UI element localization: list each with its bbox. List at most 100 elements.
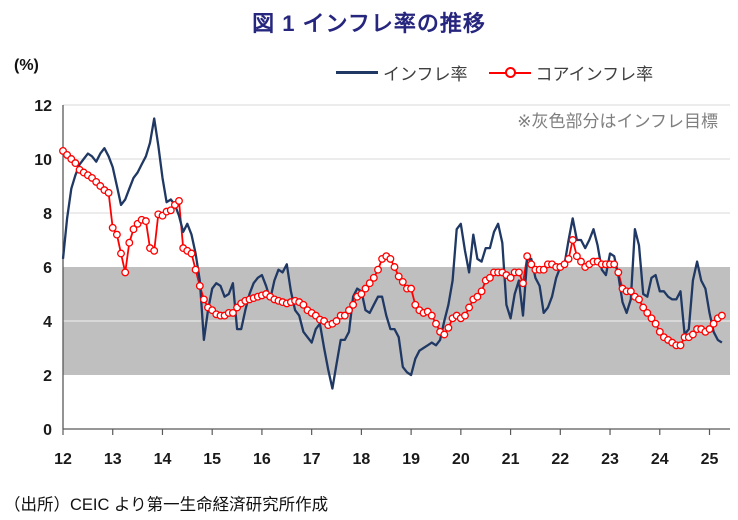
core-inflation-marker [175, 196, 183, 205]
x-axis-tick-label: 14 [154, 451, 172, 468]
core-inflation-marker [349, 300, 358, 309]
x-axis-tick-label: 24 [651, 451, 669, 468]
x-axis-tick-label: 22 [551, 451, 569, 468]
core-inflation-marker [125, 238, 134, 247]
core-inflation-marker [361, 284, 370, 293]
legend-label-inflation: インフレ率 [383, 64, 468, 84]
core-inflation-marker [407, 284, 416, 293]
core-inflation-marker [651, 319, 660, 328]
core-inflation-marker [345, 306, 353, 315]
core-inflation-marker [568, 236, 577, 244]
x-axis-tick-label: 23 [601, 451, 619, 468]
core-inflation-marker [560, 260, 569, 269]
source-note: （出所）CEIC より第一生命経済研究所作成 [4, 496, 329, 514]
core-inflation-marker [390, 263, 399, 271]
core-inflation-marker [427, 311, 436, 320]
core-inflation-marker [398, 277, 407, 286]
y-axis-tick-label: 6 [43, 260, 52, 277]
core-inflation-marker [357, 290, 366, 298]
y-axis-tick-label: 12 [34, 98, 52, 115]
legend-item-inflation: インフレ率 [336, 60, 468, 85]
core-inflation-marker [411, 300, 420, 309]
core-inflation-marker [506, 273, 515, 282]
core-inflation-marker [166, 206, 175, 215]
core-inflation-marker [195, 281, 204, 290]
core-inflation-marker [112, 230, 121, 239]
core-inflation-marker [199, 295, 208, 304]
core-inflation-marker [440, 330, 449, 339]
x-axis-tick-label: 21 [502, 451, 520, 468]
x-axis-tick-label: 19 [402, 451, 420, 468]
core-inflation-marker [647, 314, 656, 323]
y-axis-tick-label: 8 [43, 206, 52, 223]
y-axis-tick-label: 4 [43, 314, 52, 331]
y-axis-tick-label: 0 [43, 422, 52, 439]
core-inflation-marker [572, 252, 581, 261]
core-inflation-marker [228, 308, 237, 317]
core-inflation-marker [514, 268, 523, 277]
chart-legend: インフレ率 コアインフレ率 [336, 60, 653, 84]
x-axis-tick-label: 13 [104, 451, 122, 468]
core-inflation-marker [141, 217, 150, 226]
core-inflation-marker [432, 319, 440, 328]
core-inflation-marker [527, 260, 536, 269]
core-inflation-marker [473, 292, 482, 301]
core-inflation-marker [386, 254, 395, 263]
core-inflation-marker [539, 265, 548, 274]
core-inflation-marker [444, 323, 453, 332]
x-axis-tick-label: 20 [452, 451, 470, 468]
core-inflation-line-swatch-icon [488, 65, 531, 79]
core-inflation-marker [394, 272, 403, 281]
legend-item-core-inflation: コアインフレ率 [488, 60, 654, 85]
core-inflation-marker [150, 246, 159, 255]
core-inflation-marker [709, 319, 718, 328]
chart-title: 図 1 インフレ率の推移 [252, 11, 486, 36]
core-inflation-marker [643, 308, 652, 317]
core-inflation-marker [688, 330, 697, 339]
legend-label-core-inflation: コアインフレ率 [535, 64, 654, 84]
core-inflation-marker [610, 260, 619, 269]
y-axis-tick-label: 10 [34, 152, 52, 169]
core-inflation-marker [485, 273, 494, 282]
core-inflation-marker [187, 249, 196, 258]
x-axis-tick-label: 16 [253, 451, 271, 468]
core-inflation-marker [465, 303, 474, 312]
core-inflation-marker [655, 327, 664, 336]
core-inflation-marker [104, 188, 113, 197]
x-axis-tick-label: 15 [203, 451, 221, 468]
core-inflation-marker [340, 311, 349, 320]
target-band-annotation: ※灰色部分はインフレ目標 [517, 112, 718, 131]
core-inflation-marker [71, 159, 80, 168]
core-inflation-marker [519, 279, 527, 288]
core-inflation-marker [117, 249, 125, 258]
x-axis-tick-label: 18 [352, 451, 370, 468]
core-inflation-marker [676, 341, 685, 350]
x-axis-tick-label: 12 [54, 451, 72, 468]
y-axis-unit-label: (%) [14, 57, 39, 74]
core-inflation-marker [374, 265, 382, 274]
core-inflation-marker [369, 273, 378, 282]
x-axis-tick-label: 25 [701, 451, 719, 468]
core-inflation-marker [477, 287, 486, 296]
core-inflation-marker [639, 303, 648, 312]
inflation-line-swatch-icon [336, 65, 378, 79]
core-inflation-marker [626, 287, 635, 296]
core-inflation-marker [523, 252, 532, 261]
core-inflation-marker [121, 268, 130, 277]
core-inflation-marker [365, 279, 374, 288]
core-inflation-marker [564, 254, 573, 263]
core-inflation-marker [332, 317, 341, 325]
core-inflation-marker [577, 257, 585, 266]
x-axis-tick-label: 17 [303, 451, 321, 468]
core-inflation-marker [129, 225, 138, 234]
core-inflation-marker [635, 295, 643, 304]
core-inflation-marker [717, 311, 726, 320]
core-inflation-marker [191, 265, 200, 274]
core-inflation-marker [461, 311, 469, 320]
y-axis-tick-label: 2 [43, 368, 52, 385]
core-inflation-marker [108, 223, 117, 232]
core-inflation-marker [705, 325, 714, 334]
core-inflation-marker [614, 268, 623, 277]
